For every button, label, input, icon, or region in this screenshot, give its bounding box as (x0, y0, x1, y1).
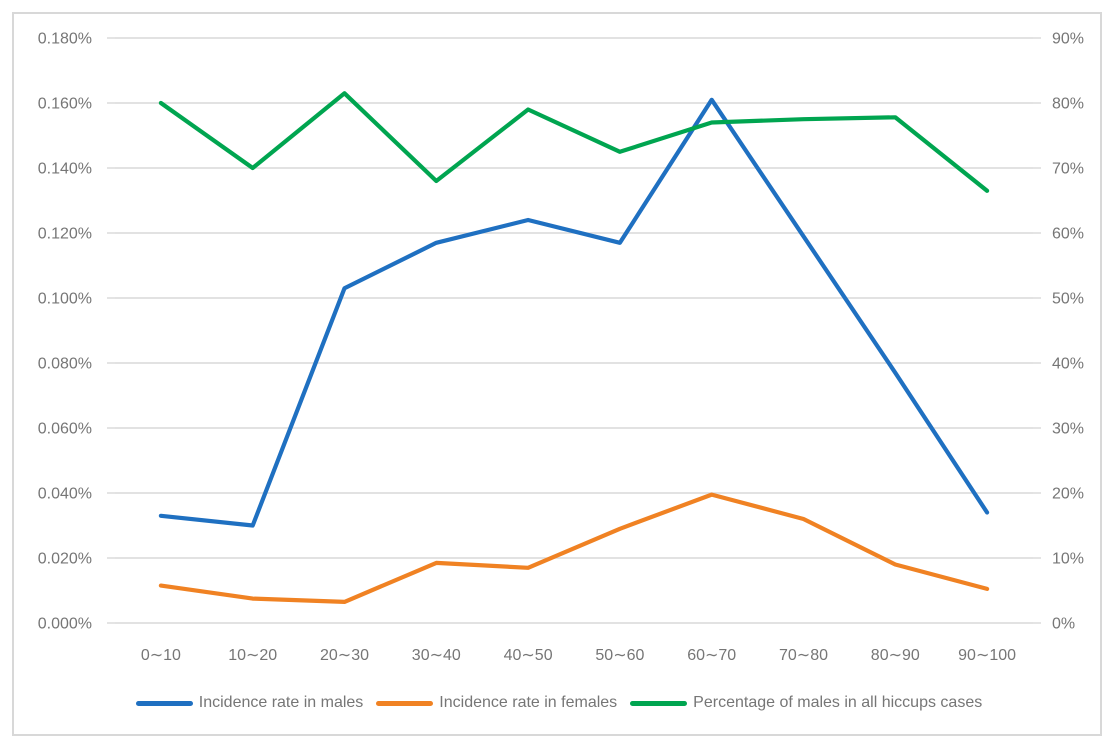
right-axis-tick-label: 10% (1052, 551, 1084, 568)
right-axis-tick-label: 30% (1052, 421, 1084, 438)
series-line-2 (158, 91, 990, 193)
right-axis-tick-label: 20% (1052, 486, 1084, 503)
males-series-swatch-icon (135, 700, 193, 706)
x-axis-category-label: 70∼80 (779, 647, 828, 664)
x-axis-category-label: 0∼10 (141, 647, 181, 664)
chart-frame (12, 12, 1102, 736)
right-axis-tick-label: 60% (1052, 226, 1084, 243)
left-axis-tick-label: 0.120% (38, 226, 92, 243)
series-line-1 (158, 492, 990, 605)
x-axis-category-label: 60∼70 (687, 647, 736, 664)
legend-item-males: Incidence rate in males (135, 694, 364, 712)
left-axis-tick-label: 0.000% (38, 616, 92, 633)
series-line-0 (158, 97, 990, 528)
left-axis-tick-label: 0.100% (38, 291, 92, 308)
legend-label-males: Incidence rate in males (198, 694, 364, 711)
x-axis-category-label: 50∼60 (595, 647, 644, 664)
right-axis-tick-label: 70% (1052, 161, 1084, 178)
chart-legend: Incidence rate in males Incidence rate i… (0, 694, 1118, 712)
x-axis-category-label: 80∼90 (871, 647, 920, 664)
right-axis-tick-label: 50% (1052, 291, 1084, 308)
percentage-males-series-swatch-icon (630, 700, 688, 706)
right-axis-tick-label: 90% (1052, 31, 1084, 48)
left-axis-tick-label: 0.160% (38, 96, 92, 113)
legend-item-females: Incidence rate in females (376, 694, 617, 712)
right-axis-tick-label: 40% (1052, 356, 1084, 373)
left-axis-tick-label: 0.060% (38, 421, 92, 438)
x-axis-category-label: 40∼50 (504, 647, 553, 664)
x-axis-category-label: 20∼30 (320, 647, 369, 664)
left-axis-tick-label: 0.140% (38, 161, 92, 178)
right-axis-tick-label: 80% (1052, 96, 1084, 113)
left-axis-tick-label: 0.040% (38, 486, 92, 503)
left-axis-tick-label: 0.020% (38, 551, 92, 568)
legend-label-percentage-males: Percentage of males in all hiccups cases (693, 694, 983, 711)
x-axis-category-label: 10∼20 (228, 647, 277, 664)
right-axis-tick-label: 0% (1052, 616, 1075, 633)
females-series-swatch-icon (376, 700, 434, 706)
left-axis-tick-label: 0.080% (38, 356, 92, 373)
left-axis-tick-label: 0.180% (38, 31, 92, 48)
x-axis-category-label: 90∼100 (958, 647, 1016, 664)
legend-item-percentage-males: Percentage of males in all hiccups cases (630, 694, 982, 712)
x-axis-category-label: 30∼40 (412, 647, 461, 664)
legend-label-females: Incidence rate in females (439, 694, 618, 711)
